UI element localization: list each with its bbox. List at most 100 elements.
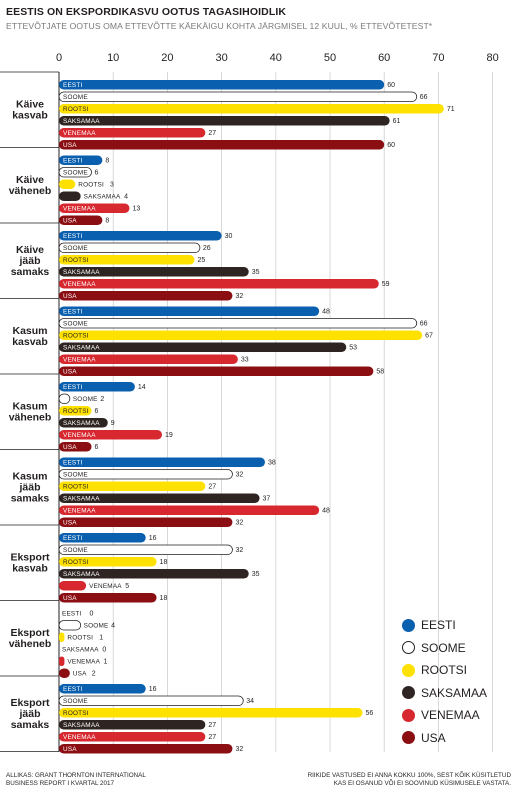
bar-usa	[59, 215, 103, 225]
bar-eesti	[59, 533, 146, 543]
bar-rootsi	[59, 481, 206, 491]
value-label: 27	[208, 130, 216, 137]
value-label: 38	[268, 460, 276, 467]
value-label: 66	[420, 94, 428, 101]
value-label: 66	[420, 321, 428, 328]
series-label-rootsi: ROOTSI	[63, 559, 89, 566]
legend-swatch	[402, 663, 415, 677]
value-label: 67	[425, 333, 433, 340]
bar-venemaa	[59, 128, 206, 138]
series-label-venemaa: VENEMAA	[67, 659, 100, 666]
series-label-soome: SOOME	[63, 321, 88, 328]
value-label: 16	[149, 535, 157, 542]
series-label-saksamaa: SAKSAMAA	[63, 118, 100, 125]
value-label: 4	[111, 623, 115, 630]
value-label: 14	[138, 384, 146, 391]
series-label-eesti: EESTI	[63, 309, 82, 316]
bar-venemaa	[59, 203, 130, 213]
series-label-usa: USA	[63, 218, 77, 225]
bar-usa	[59, 668, 70, 678]
value-label: 56	[366, 710, 374, 717]
value-label: 8	[105, 158, 109, 165]
bar-eesti	[59, 80, 385, 90]
value-label: 19	[165, 432, 173, 439]
group-label: Käive väheneb	[9, 174, 52, 197]
legend: EESTI SOOME ROOTSI SAKSAMAA VENEMAA USA	[402, 614, 487, 749]
bar-eesti	[59, 684, 146, 694]
value-label: 27	[208, 722, 216, 729]
bar-saksamaa	[59, 418, 108, 428]
series-label-eesti: EESTI	[63, 535, 82, 542]
value-label: 32	[235, 520, 243, 527]
value-label: 9	[111, 420, 115, 427]
value-label: 34	[246, 698, 254, 705]
series-label-rootsi: ROOTSI	[63, 106, 89, 113]
value-label: 71	[447, 106, 455, 113]
legend-item-venemaa: VENEMAA	[402, 704, 487, 727]
legend-swatch	[402, 708, 415, 722]
bar-eesti	[59, 231, 222, 241]
x-tick-label: 80	[486, 52, 498, 64]
legend-item-rootsi: ROOTSI	[402, 659, 487, 682]
series-label-saksamaa: SAKSAMAA	[62, 647, 99, 654]
value-label: 33	[241, 357, 249, 364]
value-label: 2	[92, 671, 96, 678]
bar-venemaa	[59, 354, 238, 364]
bar-rootsi	[59, 406, 92, 416]
legend-label: SOOME	[421, 640, 466, 655]
bar-soome	[58, 393, 71, 404]
series-label-eesti: EESTI	[62, 611, 81, 618]
x-tick-label: 60	[378, 52, 390, 64]
series-label-rootsi: ROOTSI	[67, 635, 93, 642]
value-label: 16	[149, 686, 157, 693]
value-label: 32	[235, 472, 243, 479]
series-label-saksamaa: SAKSAMAA	[84, 194, 121, 201]
series-label-venemaa: VENEMAA	[63, 130, 96, 137]
bar-eesti	[59, 155, 103, 165]
legend-label: EESTI	[421, 618, 456, 633]
bar-soome	[58, 167, 92, 178]
value-label: 13	[132, 206, 140, 213]
series-label-soome: SOOME	[84, 623, 109, 630]
group-label: Kasum jääb samaks	[11, 470, 50, 504]
bar-rootsi	[59, 179, 76, 189]
bar-venemaa	[59, 505, 320, 515]
bar-soome	[58, 695, 244, 706]
legend-swatch	[402, 731, 415, 745]
x-tick-label: 50	[324, 52, 336, 64]
bar-soome	[58, 91, 418, 102]
legend-swatch	[402, 618, 415, 632]
series-label-usa: USA	[63, 444, 77, 451]
bar-saksamaa	[59, 569, 249, 579]
series-label-venemaa: VENEMAA	[63, 508, 96, 515]
value-label: 1	[99, 635, 103, 642]
value-label: 18	[160, 595, 168, 602]
series-label-usa: USA	[63, 369, 77, 376]
group-label: Eksport jääb samaks	[10, 697, 50, 731]
series-label-rootsi: ROOTSI	[63, 257, 89, 264]
value-label: 3	[110, 182, 114, 189]
bar-venemaa	[59, 581, 87, 591]
series-label-rootsi: ROOTSI	[63, 333, 89, 340]
value-label: 61	[393, 118, 401, 125]
value-label: 8	[105, 218, 109, 225]
source-line: BUSINESS REPORT I KVARTAL 2017	[6, 780, 115, 787]
bar-saksamaa	[59, 720, 206, 730]
series-label-saksamaa: SAKSAMAA	[63, 345, 100, 352]
group-label: Eksport väheneb	[9, 627, 52, 650]
x-tick-label: 20	[161, 52, 173, 64]
group-label: Käive jääb samaks	[11, 244, 50, 278]
value-label: 53	[349, 345, 357, 352]
bar-usa	[59, 291, 233, 301]
group-label: Käive kasvab	[12, 98, 48, 121]
series-label-usa: USA	[63, 293, 77, 300]
x-tick-label: 0	[56, 52, 62, 64]
series-label-usa: USA	[63, 142, 77, 149]
series-label-soome: SOOME	[73, 396, 98, 403]
value-label: 1	[104, 659, 108, 666]
legend-label: SAKSAMAA	[421, 685, 488, 700]
series-label-eesti: EESTI	[63, 686, 82, 693]
series-label-soome: SOOME	[63, 245, 88, 252]
legend-swatch	[402, 686, 415, 700]
